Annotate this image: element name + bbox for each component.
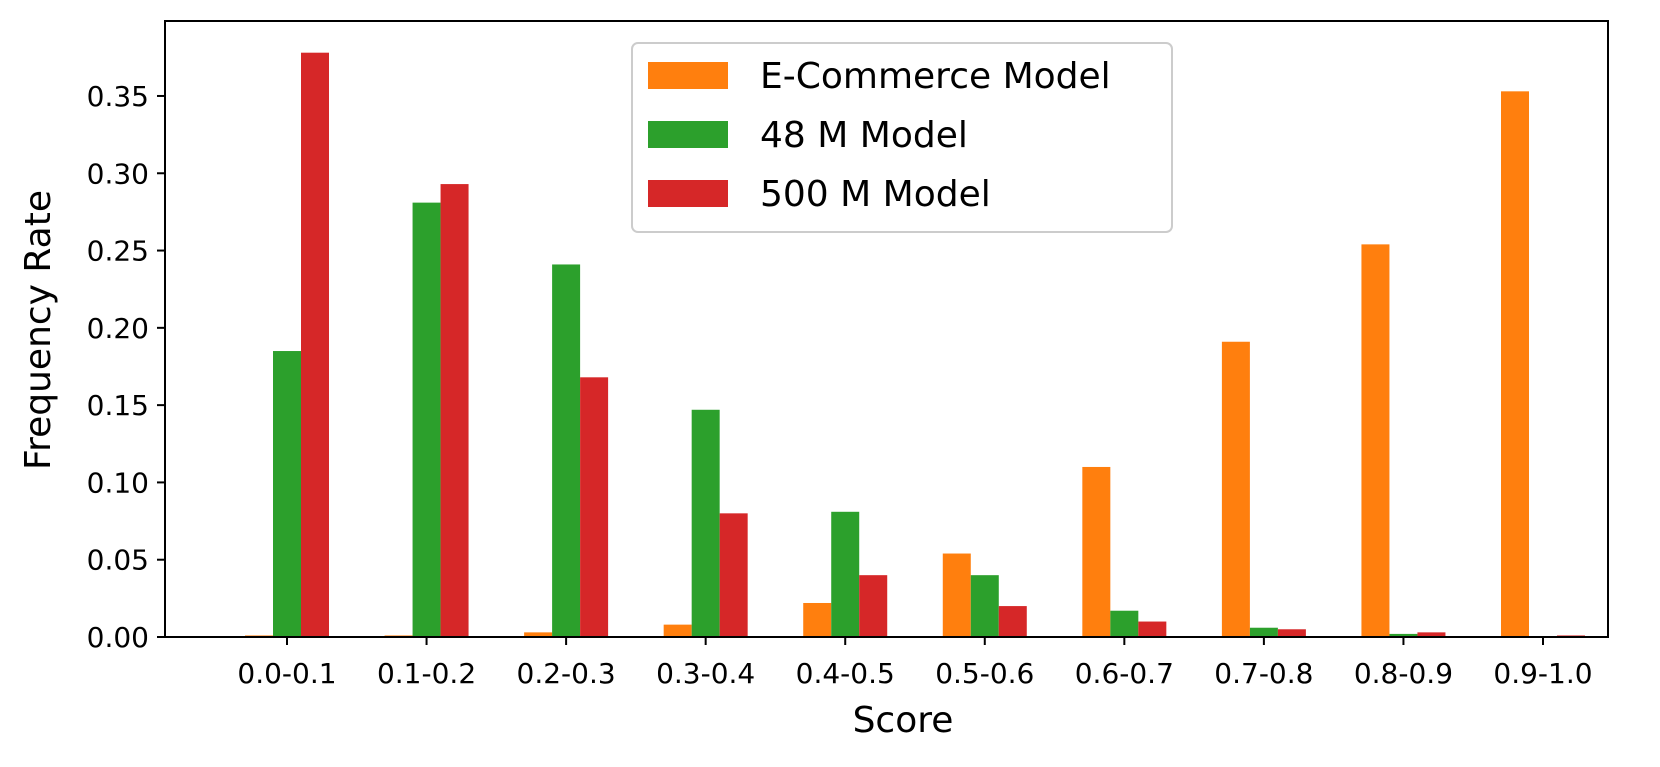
bar-e-commerce-model-0.3-0.4 — [663, 624, 692, 637]
legend-label-500m-model: 500 M Model — [760, 174, 991, 215]
x-tick-label: 0.8-0.9 — [1354, 657, 1453, 690]
bar-48-m-model-0.6-0.7 — [1110, 610, 1139, 637]
bar-48-m-model-0.0-0.1 — [273, 351, 301, 637]
x-tick-label: 0.1-0.2 — [377, 657, 476, 690]
legend-swatch-500m-model — [648, 180, 728, 207]
legend-box — [631, 42, 1173, 233]
bar-e-commerce-model-0.5-0.6 — [942, 553, 971, 637]
y-tick-label: 0.05 — [87, 544, 149, 577]
bar-e-commerce-model-0.7-0.8 — [1221, 341, 1250, 637]
bar-48-m-model-0.8-0.9 — [1389, 633, 1418, 637]
bar-500-m-model-0.8-0.9 — [1417, 632, 1446, 637]
bar-500-m-model-0.4-0.5 — [859, 575, 888, 637]
bar-500-m-model-0.0-0.1 — [301, 52, 329, 637]
bar-48-m-model-0.3-0.4 — [691, 409, 720, 637]
y-tick-label: 0.25 — [87, 235, 149, 268]
x-tick-label: 0.9-1.0 — [1493, 657, 1592, 690]
ticks-layer: 0.00 0.05 0.10 0.15 0.20 0.25 0.30 0.35 0.0-0.1 0… — [87, 80, 1593, 690]
bar-500-m-model-0.6-0.7 — [1138, 621, 1167, 637]
x-tick-label: 0.6-0.7 — [1075, 657, 1174, 690]
x-tick-label: 0.7-0.8 — [1214, 657, 1313, 690]
y-tick-label: 0.10 — [87, 466, 149, 499]
bar-e-commerce-model-0.8-0.9 — [1361, 244, 1390, 637]
plot-frame — [164, 20, 1609, 638]
legend-swatch-48m-model — [648, 121, 728, 148]
x-tick-label: 0.4-0.5 — [796, 657, 895, 690]
legend: E-Commerce Model 48 M Model 500 M Model — [631, 42, 1173, 233]
y-tick-label: 0.30 — [87, 157, 149, 190]
bar-e-commerce-model-0.6-0.7 — [1082, 466, 1111, 637]
y-tick-label: 0.00 — [87, 621, 149, 654]
bar-48-m-model-0.1-0.2 — [412, 202, 441, 637]
y-axis-label: Frequency Rate — [18, 190, 59, 470]
legend-label-e-commerce-model: E-Commerce Model — [760, 56, 1111, 97]
x-axis-label: Score — [853, 700, 954, 741]
bar-e-commerce-model-0.2-0.3 — [524, 632, 553, 637]
bar-e-commerce-model-0.4-0.5 — [803, 602, 832, 637]
x-tick-label: 0.5-0.6 — [935, 657, 1034, 690]
axes-layer — [164, 20, 1609, 638]
bar-500-m-model-0.1-0.2 — [440, 184, 469, 637]
bar-500-m-model-0.5-0.6 — [998, 606, 1027, 637]
bar-500-m-model-0.7-0.8 — [1277, 629, 1306, 637]
bar-500-m-model-0.2-0.3 — [580, 377, 609, 637]
bar-48-m-model-0.4-0.5 — [831, 511, 860, 637]
y-tick-label: 0.20 — [87, 312, 149, 345]
legend-swatch-e-commerce-model — [648, 62, 728, 89]
legend-label-48m-model: 48 M Model — [760, 115, 968, 156]
bar-48-m-model-0.2-0.3 — [552, 264, 581, 637]
bar-500-m-model-0.3-0.4 — [719, 513, 748, 637]
bar-48-m-model-0.5-0.6 — [970, 575, 999, 637]
x-tick-label: 0.3-0.4 — [656, 657, 755, 690]
y-tick-label: 0.15 — [87, 389, 149, 422]
bar-e-commerce-model-0.9-1.0 — [1501, 91, 1529, 637]
x-tick-label: 0.0-0.1 — [237, 657, 336, 690]
y-tick-label: 0.35 — [87, 80, 149, 113]
bars-layer — [245, 52, 1585, 637]
x-tick-label: 0.2-0.3 — [517, 657, 616, 690]
bar-48-m-model-0.7-0.8 — [1249, 627, 1278, 637]
